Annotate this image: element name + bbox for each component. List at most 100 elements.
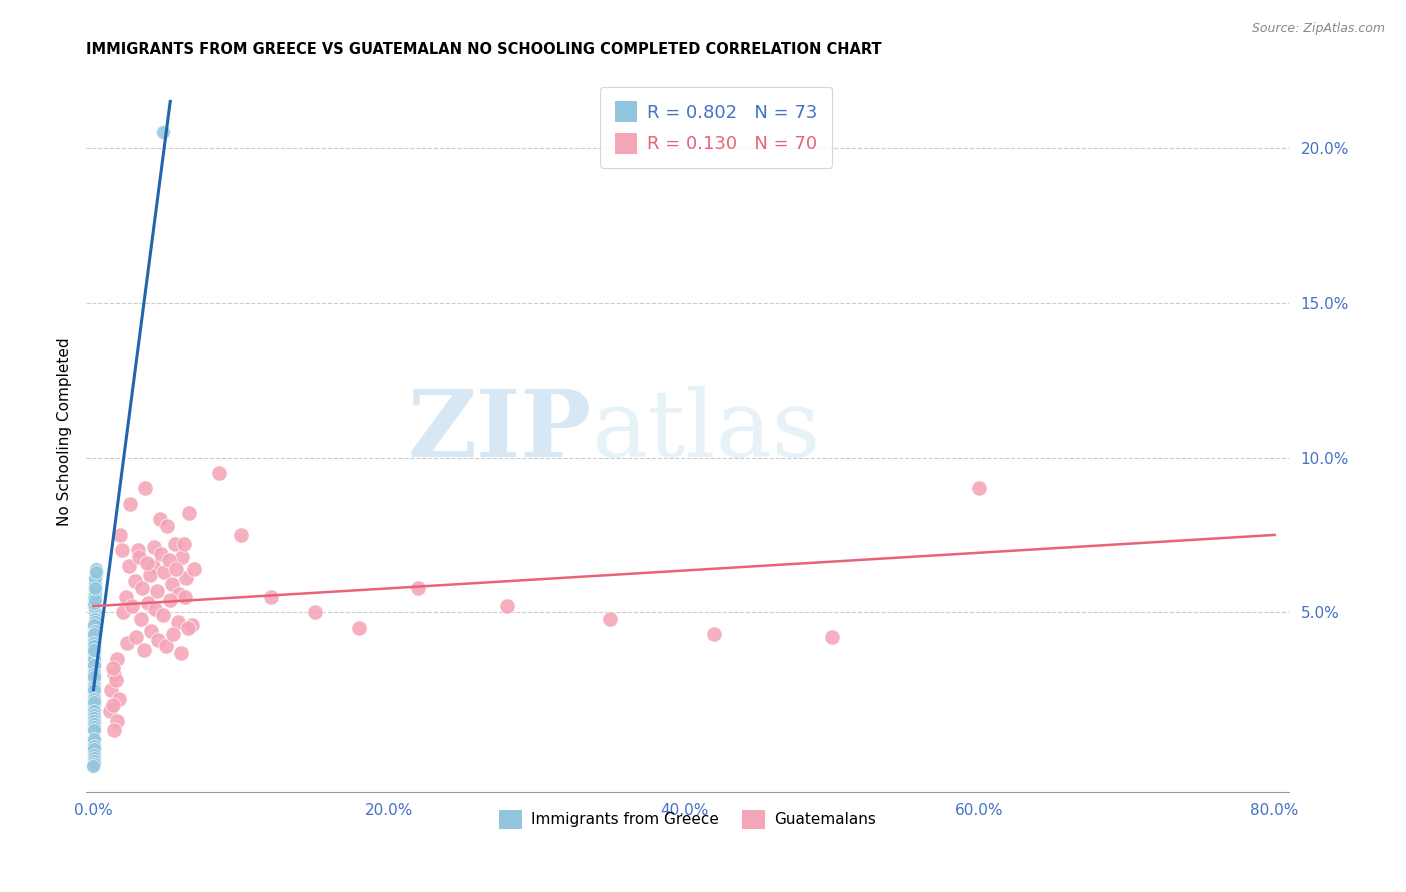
Point bbox=[84, 574, 107, 589]
Point bbox=[84, 577, 107, 591]
Point bbox=[149, 512, 172, 526]
Point bbox=[148, 633, 170, 648]
Point bbox=[83, 648, 105, 663]
Point bbox=[167, 587, 190, 601]
Point bbox=[125, 630, 148, 644]
Point bbox=[146, 583, 169, 598]
Point bbox=[83, 680, 105, 694]
Point bbox=[101, 661, 124, 675]
Point bbox=[83, 716, 105, 731]
Point bbox=[134, 482, 156, 496]
Point bbox=[107, 692, 129, 706]
Point bbox=[83, 741, 105, 756]
Point bbox=[83, 590, 105, 604]
Point bbox=[83, 670, 105, 684]
Point bbox=[208, 466, 231, 480]
Point bbox=[117, 636, 139, 650]
Point bbox=[83, 636, 105, 650]
Point bbox=[103, 667, 125, 681]
Point bbox=[174, 590, 197, 604]
Point bbox=[84, 571, 107, 585]
Point bbox=[83, 707, 105, 722]
Point bbox=[83, 720, 105, 734]
Point bbox=[173, 537, 195, 551]
Point bbox=[150, 547, 173, 561]
Point bbox=[83, 640, 105, 654]
Point bbox=[165, 562, 187, 576]
Point bbox=[129, 611, 152, 625]
Point bbox=[84, 562, 107, 576]
Point bbox=[83, 747, 105, 762]
Point bbox=[83, 735, 105, 749]
Point bbox=[181, 617, 204, 632]
Point bbox=[83, 642, 105, 657]
Point bbox=[84, 587, 107, 601]
Point bbox=[108, 528, 131, 542]
Point bbox=[83, 615, 105, 629]
Point bbox=[138, 568, 160, 582]
Point bbox=[152, 608, 174, 623]
Text: IMMIGRANTS FROM GREECE VS GUATEMALAN NO SCHOOLING COMPLETED CORRELATION CHART: IMMIGRANTS FROM GREECE VS GUATEMALAN NO … bbox=[86, 42, 882, 57]
Point bbox=[98, 705, 121, 719]
Point bbox=[159, 593, 181, 607]
Point bbox=[105, 714, 128, 728]
Point bbox=[83, 642, 105, 657]
Point bbox=[83, 630, 105, 644]
Point bbox=[83, 636, 105, 650]
Point bbox=[229, 528, 252, 542]
Text: ZIP: ZIP bbox=[408, 386, 592, 476]
Point bbox=[599, 611, 621, 625]
Point bbox=[83, 658, 105, 673]
Point bbox=[83, 754, 105, 768]
Point bbox=[170, 549, 193, 564]
Point bbox=[82, 758, 104, 772]
Point bbox=[157, 552, 180, 566]
Point bbox=[84, 568, 107, 582]
Point bbox=[163, 537, 186, 551]
Point bbox=[166, 615, 188, 629]
Point bbox=[83, 667, 105, 681]
Point bbox=[84, 581, 107, 595]
Point bbox=[84, 583, 107, 598]
Point bbox=[83, 652, 105, 666]
Point bbox=[153, 565, 176, 579]
Point bbox=[83, 655, 105, 669]
Point bbox=[131, 581, 153, 595]
Point bbox=[83, 646, 105, 660]
Point bbox=[176, 571, 198, 585]
Point bbox=[110, 543, 132, 558]
Point bbox=[83, 751, 105, 765]
Point bbox=[83, 658, 105, 673]
Y-axis label: No Schooling Completed: No Schooling Completed bbox=[58, 337, 72, 525]
Point bbox=[83, 624, 105, 638]
Point bbox=[84, 565, 107, 579]
Point bbox=[83, 739, 105, 753]
Point bbox=[101, 698, 124, 713]
Point bbox=[83, 714, 105, 728]
Point bbox=[143, 541, 166, 555]
Point bbox=[83, 605, 105, 619]
Point bbox=[83, 624, 105, 638]
Point bbox=[83, 723, 105, 737]
Point bbox=[121, 599, 143, 614]
Point bbox=[120, 497, 142, 511]
Point bbox=[139, 624, 162, 638]
Point bbox=[160, 577, 183, 591]
Point bbox=[84, 581, 107, 595]
Point bbox=[821, 630, 844, 644]
Point bbox=[83, 599, 105, 614]
Point bbox=[162, 627, 184, 641]
Point bbox=[83, 732, 105, 747]
Text: Source: ZipAtlas.com: Source: ZipAtlas.com bbox=[1251, 22, 1385, 36]
Point bbox=[83, 664, 105, 678]
Point bbox=[104, 673, 127, 688]
Point bbox=[304, 605, 326, 619]
Point bbox=[83, 617, 105, 632]
Point bbox=[152, 125, 174, 139]
Point bbox=[83, 682, 105, 697]
Point bbox=[83, 695, 105, 709]
Point bbox=[83, 633, 105, 648]
Point bbox=[83, 646, 105, 660]
Point bbox=[105, 652, 128, 666]
Point bbox=[83, 711, 105, 725]
